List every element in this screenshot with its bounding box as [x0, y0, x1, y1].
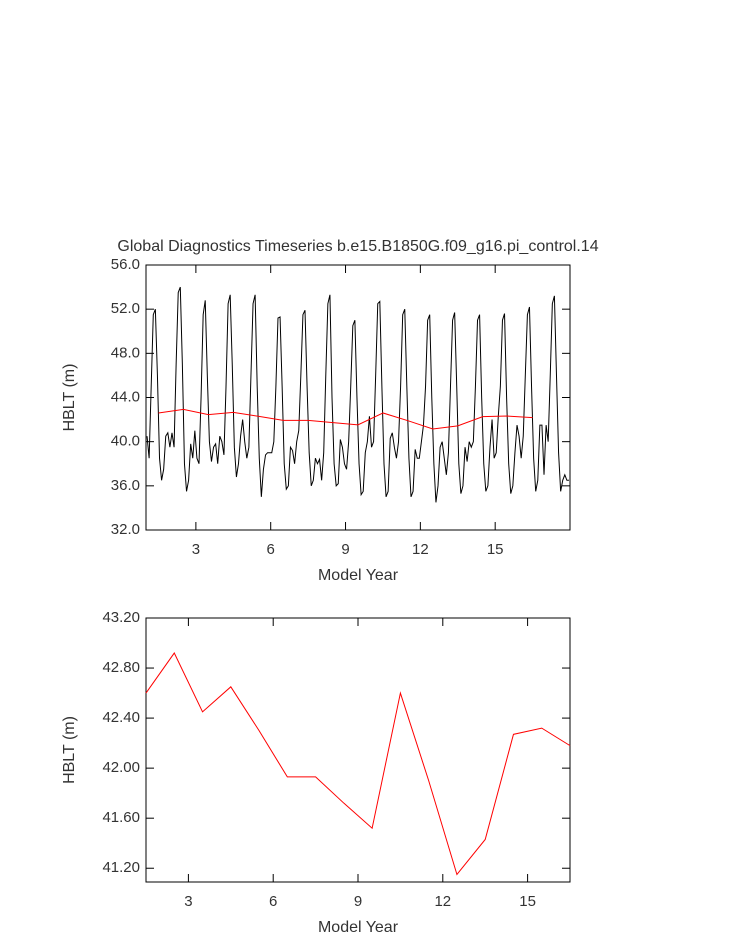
- data-line: [146, 286, 569, 503]
- chart-title: Global Diagnostics Timeseries b.e15.B185…: [117, 238, 598, 255]
- y-tick-label: 42.00: [102, 759, 140, 776]
- x-tick-label: 12: [434, 893, 451, 910]
- y-tick-label: 32.0: [111, 521, 140, 538]
- y-tick-label: 42.80: [102, 659, 140, 676]
- x-axis-label: Model Year: [318, 567, 399, 584]
- x-tick-label: 3: [192, 541, 200, 558]
- y-tick-label: 43.20: [102, 609, 140, 626]
- x-axis-label: Model Year: [318, 919, 399, 936]
- y-tick-label: 52.0: [111, 300, 140, 317]
- data-line: [158, 408, 533, 430]
- y-tick-label: 42.40: [102, 709, 140, 726]
- y-tick-label: 41.60: [102, 809, 140, 826]
- x-tick-label: 9: [341, 541, 349, 558]
- x-tick-label: 3: [184, 893, 192, 910]
- y-tick-label: 44.0: [111, 388, 140, 405]
- y-axis-label: HBLT (m): [61, 364, 78, 432]
- y-axis-label: HBLT (m): [61, 716, 78, 784]
- y-tick-label: 56.0: [111, 256, 140, 273]
- y-tick-label: 41.20: [102, 859, 140, 876]
- plot-frame: [145, 617, 571, 883]
- x-tick-label: 12: [412, 541, 429, 558]
- data-line: [145, 652, 571, 876]
- x-tick-label: 15: [487, 541, 504, 558]
- y-tick-label: 40.0: [111, 433, 140, 450]
- y-tick-label: 48.0: [111, 344, 140, 361]
- x-tick-label: 9: [354, 893, 362, 910]
- x-tick-label: 6: [267, 541, 275, 558]
- x-tick-label: 6: [269, 893, 277, 910]
- y-tick-label: 36.0: [111, 477, 140, 494]
- x-tick-label: 15: [519, 893, 536, 910]
